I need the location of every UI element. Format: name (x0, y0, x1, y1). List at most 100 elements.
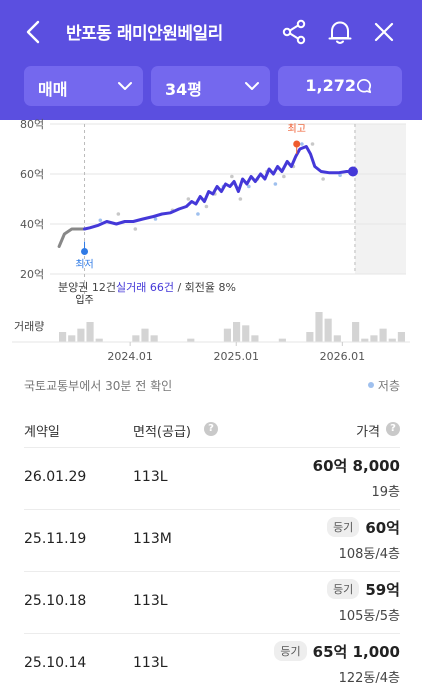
price-line (83, 145, 355, 231)
low-label: 최저 (75, 259, 93, 271)
row-date: 25.10.18 (24, 593, 87, 609)
trade-point (116, 212, 121, 216)
row-price: 등기 59억 (327, 579, 400, 600)
y-tick-label: 40억 (20, 218, 44, 231)
x-tick-label: 2026.01 (320, 350, 366, 363)
volume-bar (324, 318, 332, 342)
volume-bar (68, 335, 76, 342)
comments-button[interactable]: 1,272 (278, 66, 402, 106)
registered-badge: 등기 (327, 579, 360, 599)
volume-bar (242, 325, 250, 342)
share-icon[interactable] (280, 18, 308, 46)
row-price-value: 65억 1,000 (312, 643, 400, 661)
table-row[interactable]: 26.01.29 113L 60억 8,000 19층 (24, 447, 400, 509)
data-source-note: 국토교통부에서 30분 전 확인 (24, 379, 173, 393)
volume-bar (141, 328, 149, 342)
trade-point (310, 142, 315, 146)
trade-point (98, 218, 103, 223)
volume-bar (150, 335, 158, 342)
app-header: 반포동 래미안원베일리 매매 34평 (0, 0, 422, 120)
volume-bar (352, 322, 360, 342)
bell-icon[interactable] (326, 18, 354, 46)
row-area: 113L (133, 655, 168, 671)
registered-badge: 등기 (274, 641, 307, 661)
y-tick-label: 80억 (20, 118, 44, 131)
row-price-value: 59억 (365, 581, 400, 599)
row-area: 113L (133, 593, 168, 609)
volume-bar (59, 332, 67, 342)
close-icon[interactable] (370, 18, 398, 46)
volume-bar (223, 328, 231, 342)
trade-point (321, 177, 325, 181)
trade-point (204, 204, 209, 209)
volume-bar (187, 338, 195, 342)
legend-low-label: 저층 (377, 379, 400, 393)
volume-bar (86, 322, 94, 342)
back-arrow-icon[interactable] (22, 18, 46, 46)
row-date: 25.10.14 (24, 655, 87, 671)
row-price: 등기 60억 (327, 517, 400, 538)
turnover-rate: / 회전율 8% (174, 281, 236, 294)
volume-bar (306, 332, 314, 342)
area-help-icon[interactable]: ? (204, 422, 218, 436)
chat-bubble-icon (356, 78, 372, 94)
presale-line (57, 227, 86, 248)
trade-point (133, 227, 138, 231)
row-area: 113L (133, 469, 168, 485)
volume-bar (379, 328, 387, 342)
table-row[interactable]: 25.10.18 113L 등기 59억 105동/5층 (24, 571, 400, 633)
header-date: 계약일 (24, 425, 60, 440)
volume-bar (315, 312, 323, 342)
future-region (354, 124, 406, 274)
price-help-icon[interactable]: ? (386, 422, 400, 436)
page-title: 반포동 래미안원베일리 (66, 24, 223, 44)
volume-bar (95, 338, 103, 342)
table-header: 계약일 면적(공급) ? 가격 ? (24, 421, 400, 441)
trade-point (196, 212, 200, 216)
volume-bar (251, 335, 259, 342)
trade-summary: 분양권 12건실거래 66건 / 회전율 8% (58, 281, 236, 294)
trade-point (247, 184, 251, 189)
row-floor: 122동/4층 (338, 671, 400, 686)
size-label: 34평 (165, 80, 202, 99)
volume-label: 거래량 (14, 320, 44, 333)
high-marker (293, 140, 301, 148)
row-date: 25.11.19 (24, 531, 87, 547)
header-price: 가격 (356, 425, 380, 440)
trade-point (230, 174, 234, 179)
row-price-value: 60억 (365, 519, 400, 537)
presale-count: 분양권 12건 (58, 281, 116, 294)
y-tick-label: 20억 (20, 268, 44, 281)
y-tick-label: 60억 (20, 168, 44, 181)
size-dropdown[interactable]: 34평 (151, 66, 270, 106)
trade-point (238, 197, 243, 201)
filter-bar: 매매 34평 1,272 (24, 66, 402, 106)
row-floor: 19층 (371, 485, 400, 500)
move-in-label: 입주 (75, 293, 93, 306)
volume-bar (333, 335, 341, 342)
row-price: 60억 8,000 (313, 455, 400, 476)
trade-type-dropdown[interactable]: 매매 (24, 66, 143, 106)
divider (24, 571, 400, 572)
volume-bar (278, 338, 286, 342)
row-floor: 105동/5층 (338, 609, 400, 624)
volume-bar (361, 338, 369, 342)
trade-type-label: 매매 (38, 80, 68, 99)
trade-point (153, 217, 158, 221)
row-price: 등기 65억 1,000 (274, 641, 400, 662)
legend-dot (367, 382, 374, 388)
table-row[interactable]: 25.11.19 113M 등기 60억 108동/4층 (24, 509, 400, 571)
trade-point (186, 197, 191, 201)
row-price-value: 60억 8,000 (312, 457, 400, 475)
volume-bar (132, 335, 140, 342)
header-area: 면적(공급) (133, 421, 191, 440)
chevron-down-icon (245, 82, 259, 90)
row-area: 113M (133, 531, 172, 547)
volume-bar (397, 332, 405, 342)
trade-point (282, 174, 286, 179)
top-bar: 반포동 래미안원베일리 (0, 10, 422, 54)
divider (24, 633, 400, 634)
table-row[interactable]: 25.10.14 113L 등기 65억 1,000 122동/4층 (24, 633, 400, 695)
header-area-label: 면적(공급) (133, 425, 191, 440)
